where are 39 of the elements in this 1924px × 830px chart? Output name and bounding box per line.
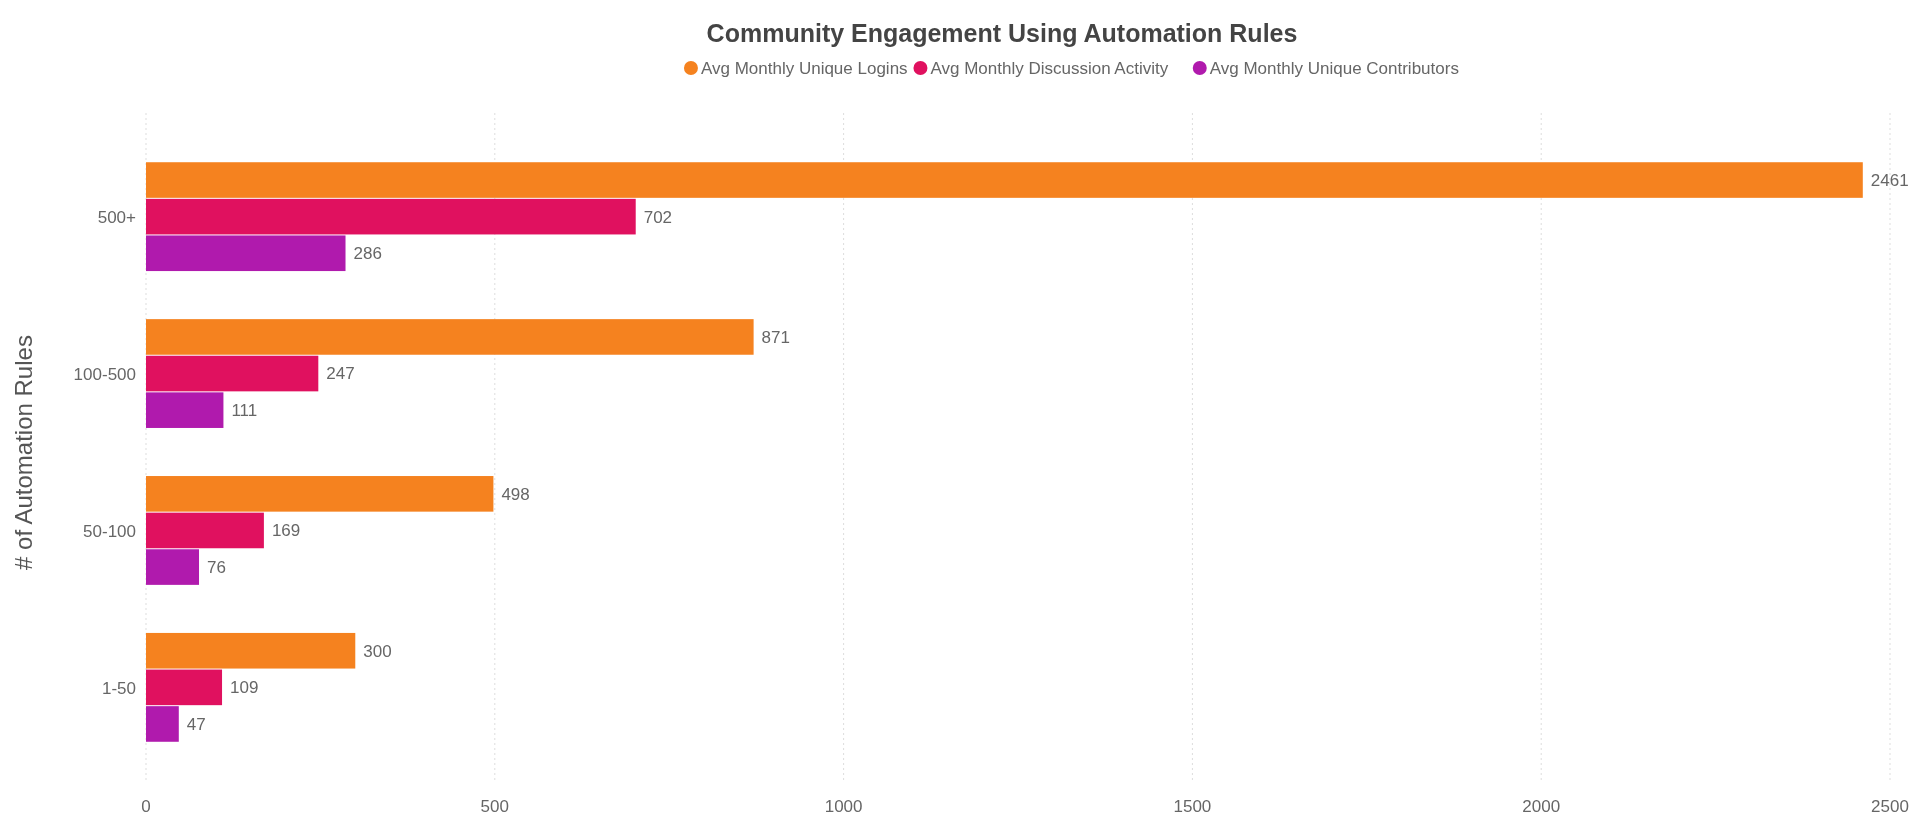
data-label: 2461 [1870, 170, 1909, 190]
legend-label: Avg Monthly Unique Logins [700, 59, 908, 78]
y-tick-label: 500+ [97, 208, 137, 228]
bar [146, 235, 346, 272]
y-axis-title: # of Automation Rules [10, 335, 37, 570]
legend-label: Avg Monthly Unique Contributors [1209, 59, 1459, 78]
x-tick-label: 2500 [1871, 797, 1909, 816]
chart-title: Community Engagement Using Automation Rules [706, 19, 1298, 47]
x-tick-label: 1000 [824, 797, 863, 816]
data-label: 300 [363, 641, 392, 661]
bar [146, 669, 223, 706]
y-tick-label: 1-50 [101, 678, 136, 698]
bar [146, 198, 636, 235]
x-tick-label: 0 [141, 797, 151, 816]
data-label: 498 [501, 484, 530, 504]
y-tick-label: 50-100 [83, 521, 136, 541]
data-label: 47 [186, 714, 206, 734]
y-tick-label: 100-500 [73, 365, 136, 384]
bar [146, 512, 264, 549]
x-tick-label: 500 [480, 797, 509, 816]
bar [146, 355, 319, 392]
data-label: 871 [761, 327, 790, 347]
bar [146, 706, 179, 742]
bar [146, 162, 1863, 198]
bar [146, 319, 754, 355]
bar [146, 476, 494, 512]
bar [146, 632, 356, 669]
data-label: 702 [643, 207, 673, 227]
x-tick-label: 2000 [1522, 797, 1561, 816]
data-label: 109 [230, 678, 259, 698]
bar [146, 549, 200, 585]
legend-label: Avg Monthly Discussion Activity [930, 59, 1169, 78]
data-label: 247 [326, 364, 355, 384]
bar [146, 392, 224, 428]
data-label: 76 [207, 558, 226, 578]
data-label: 111 [231, 401, 258, 421]
data-label: 286 [353, 244, 382, 264]
x-tick-label: 1500 [1173, 797, 1212, 816]
data-label: 169 [271, 521, 301, 541]
